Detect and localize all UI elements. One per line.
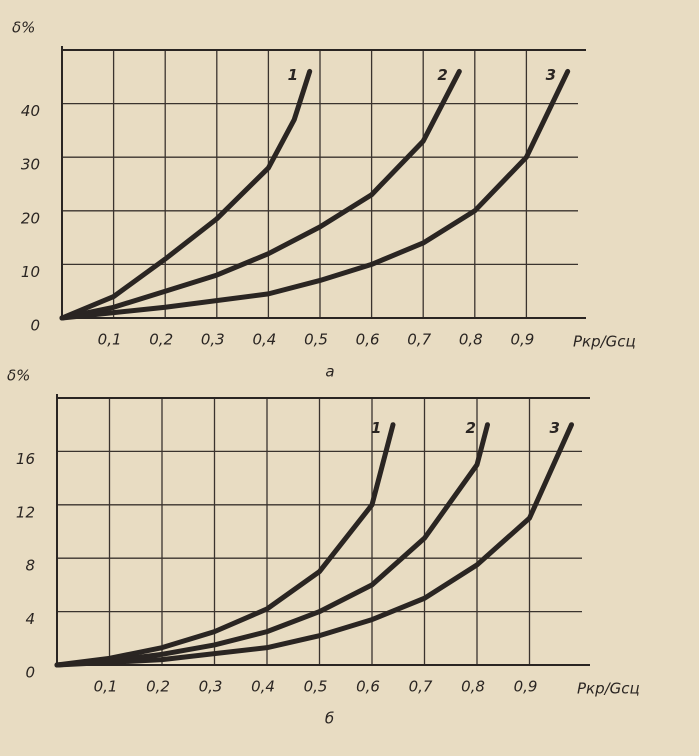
x-tick-label: 0,6 [356,331,380,349]
y-tick-label: 12 [16,503,35,521]
x-tick-label: 0,7 [407,331,431,349]
x-tick-label: 0,2 [146,678,170,696]
x-tick-label: 0,5 [304,331,328,349]
y-tick-label: 0 [30,317,40,335]
y-tick-label: 16 [16,450,35,468]
y-tick-label: 4 [25,610,35,628]
y-axis-label: δ% [7,367,30,385]
x-axis-label: Pкр/Gсц [577,680,640,698]
x-tick-label: 0,3 [199,678,223,696]
x-tick-label: 0,3 [201,331,225,349]
y-tick-label: 30 [21,156,40,174]
y-tick-label: 20 [21,209,40,227]
curve-label: 3 [550,419,560,437]
y-tick-label: 0 [25,664,35,682]
curve [59,68,313,321]
y-axis-label: δ% [12,19,35,37]
x-tick-label: 0,1 [98,331,122,349]
curve [54,422,490,668]
x-tick-label: 0,4 [252,331,276,349]
y-tick-label: 10 [21,263,40,281]
curve-label: 1 [288,66,298,84]
curve-label: 2 [466,419,476,437]
x-tick-label: 0,5 [304,678,328,696]
curve [59,68,571,321]
caption: б [325,710,334,728]
curve [54,422,396,668]
caption: а [325,363,334,381]
curve [54,422,574,668]
x-tick-label: 0,7 [409,678,433,696]
x-tick-label: 0,8 [461,678,485,696]
x-tick-label: 0,4 [251,678,275,696]
y-tick-label: 40 [21,102,40,120]
x-tick-label: 0,9 [510,331,534,349]
x-tick-label: 0,8 [459,331,483,349]
x-tick-label: 0,2 [149,331,173,349]
x-tick-label: 0,6 [356,678,380,696]
curve [59,68,462,321]
x-tick-label: 0,9 [514,678,538,696]
x-axis-label: Pкр/Gсц [573,333,636,351]
curve-label: 1 [371,419,381,437]
x-tick-label: 0,1 [94,678,118,696]
curve-label: 2 [437,66,447,84]
y-tick-label: 8 [25,557,35,575]
curve-label: 3 [546,66,556,84]
